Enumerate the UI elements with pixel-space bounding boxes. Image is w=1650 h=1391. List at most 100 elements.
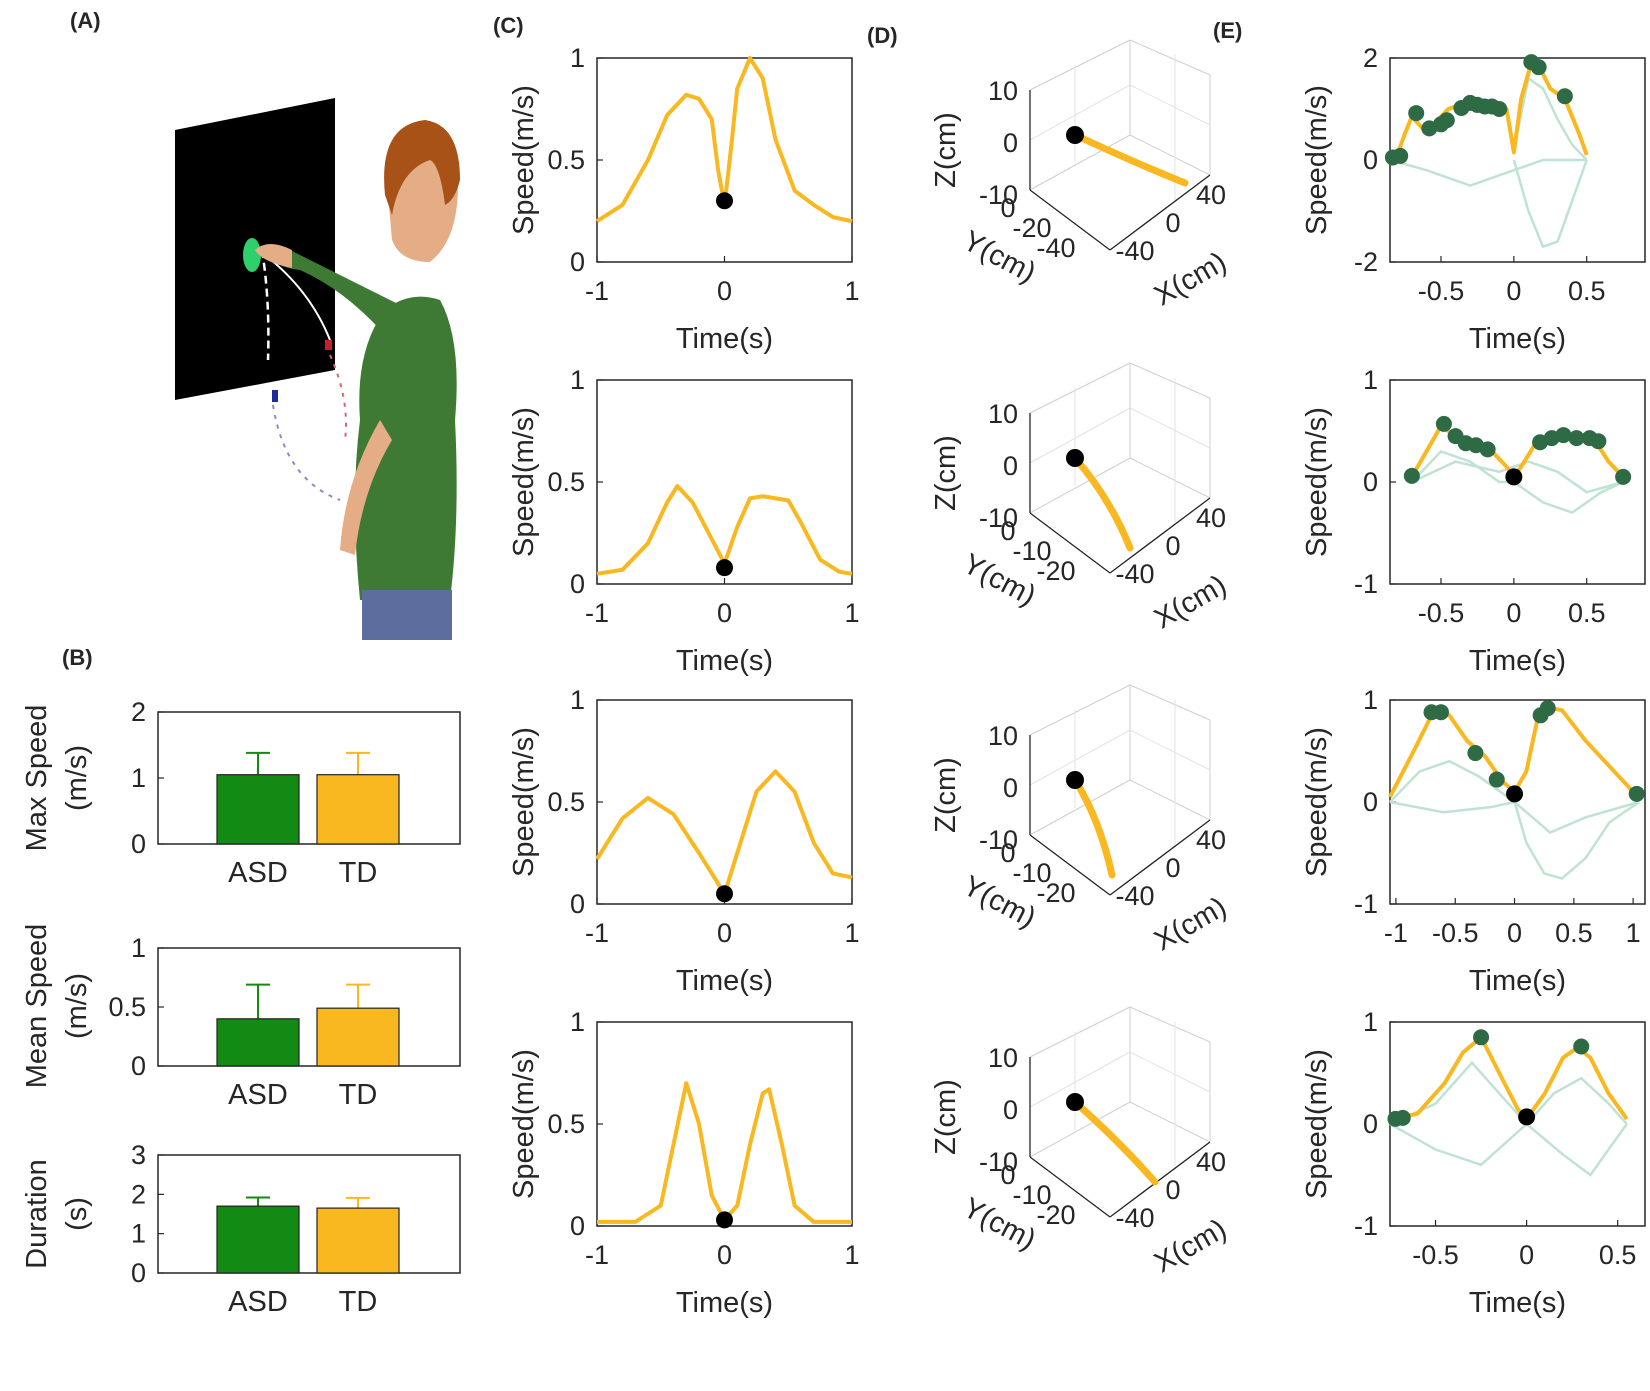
z-tick-label: 10 [988,399,1018,429]
y-tick-label: 1 [131,763,146,793]
grid-line [1129,684,1211,721]
y-tick-label: -1 [1354,569,1378,599]
bar-chart-3: 0 1 2 3 ASD TD Duration (s) [21,1140,461,1318]
grid-line [1029,1006,1131,1058]
peak-marker [1568,430,1585,447]
x-tick-label: 0 [1165,853,1180,883]
grid-line [1029,362,1131,414]
y-axis-label: Speed(m/s) [508,407,540,557]
avatar-arm [270,248,400,335]
minimum-marker [1505,468,1523,486]
trajectory-trace [1071,776,1116,879]
grid-line [1129,1006,1211,1043]
y-tick-label: -10 [1012,1180,1051,1210]
y-tick-label: 1 [1363,1007,1378,1037]
y-axis-label: Max Speed (m/s) [21,705,93,852]
z-axis-label: Z(cm) [930,435,962,511]
x-tick-label: 40 [1196,503,1226,533]
axis-line [1029,189,1111,251]
speed-plot-e-4: -0.5 0 0.5 -1 0 1 Time(s) Speed(m/s) [1301,1007,1646,1319]
y-tick-label: 1 [570,1007,585,1037]
trajectory-trace [1071,454,1134,552]
faint-trace [1411,460,1624,494]
x-tick-label: 1 [844,598,859,628]
y-tick-label: 0.5 [547,787,585,817]
z-tick-label: 0 [1003,1095,1018,1125]
x-tick-label: -40 [1115,236,1154,266]
y-axis-label: Speed(m/s) [1301,407,1333,557]
bar-td [316,1007,400,1067]
x-axis-label: Time(s) [1469,965,1566,997]
peak-marker [1628,785,1645,802]
x-tick-label: 0 [1519,1240,1534,1270]
x-tick-label: 0 [717,598,732,628]
x-tick-label: 40 [1196,1147,1226,1177]
plot-frame [157,947,461,1067]
speed-trace [595,56,853,224]
x-tick-label: -1 [585,918,609,948]
faint-trace [1512,159,1588,249]
category-label: TD [339,1286,378,1318]
peak-marker [1473,1029,1490,1046]
faint-trace [1389,158,1587,187]
z-axis-label: Z(cm) [930,112,962,188]
grid-line [1129,1051,1211,1093]
category-label: ASD [228,1286,288,1318]
plot-frame [596,699,853,905]
y-tick-label: 1 [570,365,585,395]
panel-label-a: (A) [70,8,101,33]
axis-line [1029,834,1111,896]
bar-asd [216,774,300,845]
bar-chart-2: 0 0.5 1 ASD TD Mean Speed (m/s) [21,924,461,1111]
peak-marker [1392,147,1409,164]
y-tick-label: -40 [1036,233,1075,263]
peak-marker [1555,427,1572,444]
peak-marker [1530,59,1547,76]
peak-marker [1615,468,1632,485]
y-axis-label: Speed(m/s) [508,1049,540,1199]
y-tick-label: 0 [570,569,585,599]
grid-line [1129,362,1211,399]
bar-chart-1: 0 1 2 ASD TD Max Speed (m/s) [21,697,461,889]
axis-line [1109,819,1211,896]
axis-line [1029,1156,1111,1218]
x-tick-label: -0.5 [1418,276,1465,306]
y-tick-label: 1 [570,685,585,715]
x-axis-label: Time(s) [676,323,773,355]
x-tick-label: -1 [585,276,609,306]
speed-trace [1389,1035,1629,1121]
x-axis-label: X(cm) [1149,891,1232,957]
minimum-marker [716,885,733,903]
x-tick-label: -1 [1384,918,1408,948]
start-point-marker [1066,1093,1084,1111]
z-tick-label: -10 [979,180,1018,210]
x-tick-label: 0.5 [1555,918,1593,948]
plot-frame [157,711,461,845]
axis-line [1109,497,1211,574]
x-tick-label: 0.5 [1568,598,1606,628]
y-tick-label: 0 [1000,838,1015,868]
category-label: TD [339,857,378,889]
y-tick-label: 0 [1363,467,1378,497]
grid-line [1129,407,1211,449]
peak-marker [1491,101,1508,117]
x-tick-label: 0 [1165,531,1180,561]
x-tick-label: -1 [585,598,609,628]
x-axis-label: X(cm) [1149,1213,1232,1279]
y-axis-label: Speed(m/s) [508,85,540,235]
y-tick-label: 1 [1363,365,1378,395]
y-axis-label: Mean Speed (m/s) [21,924,93,1088]
minimum-marker [1506,785,1524,803]
x-axis-label: Time(s) [1469,323,1566,355]
speed-trace [596,484,853,576]
peak-marker [1539,700,1556,717]
reach-trail [272,404,341,501]
peak-marker [1433,704,1449,721]
axis-line [1029,512,1111,574]
y-tick-label: 0 [1363,1109,1378,1139]
peak-marker [1590,433,1607,450]
y-tick-label: 1 [1363,685,1378,715]
peak-marker [1438,112,1455,129]
